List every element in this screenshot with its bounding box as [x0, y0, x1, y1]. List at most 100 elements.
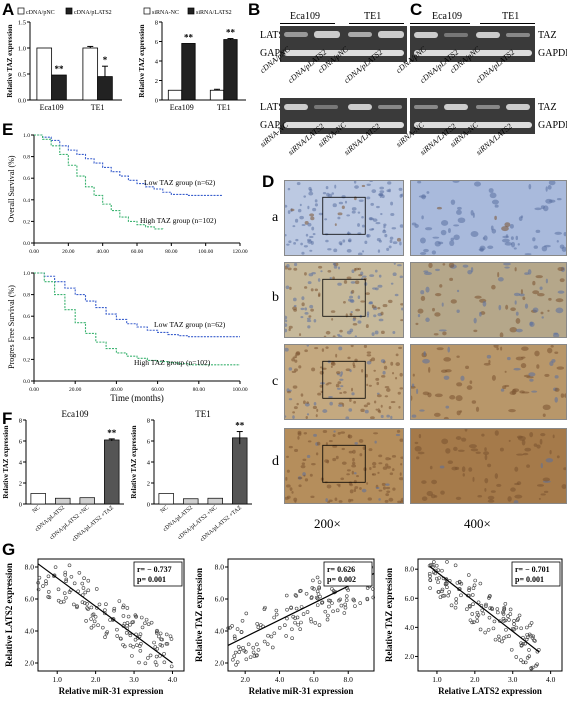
g2-point — [317, 585, 321, 590]
ihc-nucleus — [450, 199, 456, 205]
ihc-nucleus — [520, 215, 524, 219]
ihc-nucleus — [328, 193, 333, 198]
ihc-nucleus — [337, 431, 341, 435]
ihc-nucleus — [555, 307, 564, 314]
g2-point — [343, 602, 347, 607]
g1-point — [91, 623, 96, 628]
ihc-nucleus — [375, 377, 380, 381]
ihc-nucleus — [306, 317, 311, 321]
ihc-nucleus — [349, 295, 354, 299]
g1-point — [46, 574, 51, 579]
a1-ytick-label: 0.0 — [18, 98, 26, 105]
ihc-nucleus — [441, 302, 444, 307]
g2-point — [317, 580, 322, 584]
ihc-nucleus — [438, 329, 447, 332]
ihc-nucleus — [450, 237, 455, 241]
g3-xlabel: Relative LATS2 expression — [438, 686, 542, 696]
ihc-nucleus — [359, 453, 363, 457]
ihc-nucleus — [435, 268, 440, 272]
ihc-nucleus — [557, 290, 565, 294]
panel-label-b: B — [248, 0, 261, 19]
ihc-nucleus — [386, 247, 390, 252]
g2-point — [344, 594, 349, 598]
ihc-nucleus — [515, 328, 523, 333]
ihc-nucleus — [389, 457, 392, 460]
ihc-nucleus — [340, 385, 344, 388]
f2-significance: ** — [235, 421, 245, 431]
ihc-nucleus — [457, 206, 462, 210]
g2-point — [230, 624, 234, 628]
ihc-nucleus — [373, 369, 376, 372]
ihc-nucleus — [434, 312, 441, 317]
ihc-nucleus — [303, 195, 307, 198]
ihc-nucleus — [431, 479, 438, 485]
g1-point — [75, 604, 79, 608]
ihc-nucleus — [557, 266, 565, 272]
g1-point — [85, 602, 89, 606]
ihc-nucleus — [397, 391, 401, 395]
ihc-nucleus — [344, 200, 348, 204]
ihc-nucleus — [348, 498, 352, 503]
ihc-nucleus — [501, 226, 509, 232]
g1-point — [143, 661, 148, 666]
g3-point — [487, 594, 492, 599]
ihc-nucleus — [351, 464, 357, 468]
e1-xtick-label: 40.00 — [96, 249, 109, 255]
f1-bar — [104, 439, 120, 505]
ihc-nucleus — [325, 330, 331, 335]
ihc-nucleus — [370, 202, 374, 206]
ihc-nucleus — [345, 313, 348, 318]
g1-point — [90, 613, 95, 617]
g1-stats-box — [133, 561, 183, 587]
ihc-nucleus — [371, 227, 375, 231]
ihc-nucleus — [306, 319, 312, 323]
ihc-nucleus — [379, 190, 385, 194]
g1-point — [56, 587, 61, 592]
ihc-nucleus — [301, 223, 306, 227]
ihc-nucleus — [361, 184, 366, 188]
ihc-nucleus — [510, 307, 516, 312]
g1-point — [125, 621, 130, 625]
ihc-nucleus — [301, 251, 305, 255]
g3-point — [527, 648, 531, 652]
g3-point — [445, 560, 449, 564]
g3-point — [504, 627, 508, 632]
ihc-nucleus — [353, 488, 357, 493]
g2-point — [232, 634, 237, 639]
ihc-nucleus — [287, 267, 292, 271]
g2-point — [314, 595, 319, 600]
ihc-nucleus — [501, 238, 510, 243]
g1-point — [128, 633, 133, 638]
ihc-nucleus — [545, 278, 548, 284]
a2-bar — [223, 39, 238, 101]
g1-point — [138, 632, 143, 637]
ihc-nucleus — [432, 236, 440, 239]
ihc-nucleus — [380, 213, 383, 216]
ihc-nucleus — [291, 358, 295, 362]
b-cellline-2: TE1 — [364, 11, 382, 22]
g1-point — [63, 570, 68, 575]
ihc-nucleus — [336, 387, 341, 390]
g3-point — [497, 638, 502, 642]
ihc-nucleus — [434, 293, 442, 297]
e2-xtick-label: 60.00 — [151, 387, 164, 393]
g2-point — [263, 605, 267, 610]
ihc-nucleus — [314, 203, 318, 207]
e1-ytick-label: 1.0 — [23, 133, 30, 139]
chart-g3: 1.0 2.0 3.0 4.0 2.0 4.0 6.0 8.0 Relative LATS2 e… — [384, 558, 563, 696]
a1-significance: * — [103, 55, 108, 65]
g3-point — [519, 643, 524, 648]
ihc-nucleus — [357, 320, 362, 324]
g1-point — [111, 617, 116, 621]
g1-point — [155, 628, 159, 633]
ihc-a-400-texture — [411, 181, 566, 255]
g2-point — [294, 606, 299, 611]
ihc-nucleus — [395, 362, 401, 367]
ihc-nucleus — [541, 316, 544, 319]
g2-point — [244, 611, 249, 616]
g1-point — [64, 595, 68, 600]
g2-point — [365, 596, 370, 601]
ihc-nucleus — [517, 243, 520, 246]
g3-point — [508, 607, 513, 612]
ihc-nucleus — [374, 269, 378, 273]
